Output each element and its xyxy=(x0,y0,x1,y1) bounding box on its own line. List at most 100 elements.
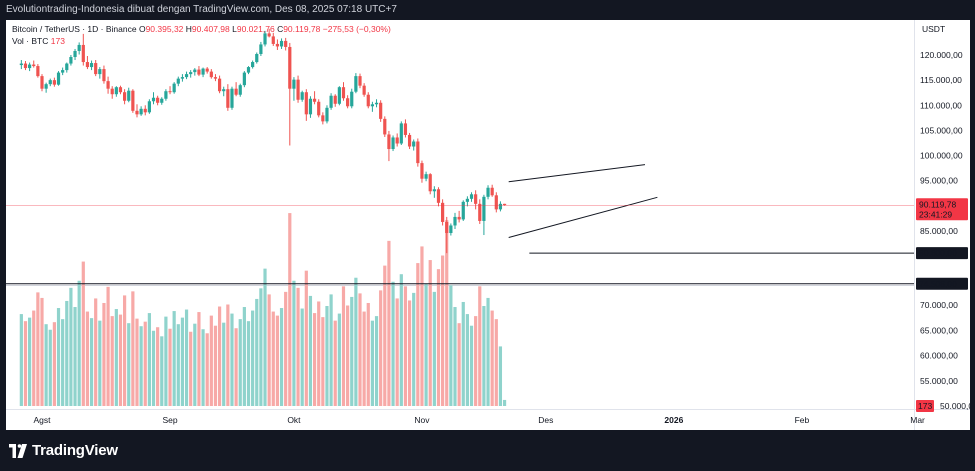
candle-body xyxy=(279,40,284,47)
volume-bar xyxy=(164,316,168,406)
candle-body xyxy=(65,63,69,71)
candle-body xyxy=(213,77,218,79)
volume-bar xyxy=(391,281,395,406)
volume-bar xyxy=(98,320,102,406)
volume-bar xyxy=(279,308,284,406)
candle-body xyxy=(420,163,424,179)
chart-panel[interactable]: USDT 120.000,00 115.000,00 110.000,00 105.00… xyxy=(6,20,970,430)
candle-body xyxy=(445,221,449,234)
candle-body xyxy=(441,202,445,222)
volume-bar xyxy=(486,297,490,406)
time-tick-label: Sep xyxy=(162,415,177,425)
volume-bar xyxy=(321,317,325,406)
candle-body xyxy=(89,63,94,68)
level-label-background xyxy=(916,247,968,260)
candle-body xyxy=(69,57,73,64)
volume-bar xyxy=(251,310,255,406)
volume-bar xyxy=(123,295,127,406)
volume-bar xyxy=(333,320,337,406)
candle-body xyxy=(94,63,98,75)
volume-bar xyxy=(453,307,457,406)
volume-bar xyxy=(354,277,358,406)
volume-bar xyxy=(346,305,350,406)
ohlc-legend: Bitcoin / TetherUS · 1D · Binance O90.39… xyxy=(12,24,391,34)
volume-bar xyxy=(156,327,160,406)
candle-body xyxy=(217,78,222,92)
candle-body xyxy=(288,46,292,89)
volume-bar xyxy=(358,293,362,406)
candle-body xyxy=(102,69,106,82)
footer: TradingView xyxy=(0,430,975,471)
chart-canvas[interactable]: USDT 120.000,00 115.000,00 110.000,00 105.00… xyxy=(6,20,970,430)
candle-body xyxy=(226,89,230,108)
candle-body xyxy=(312,98,317,102)
volume-bar xyxy=(300,308,304,406)
time-tick-label: Nov xyxy=(414,415,430,425)
candle-body xyxy=(457,216,461,220)
volume-bar xyxy=(267,294,271,406)
volume-bar xyxy=(399,274,403,406)
candle-body xyxy=(77,44,81,51)
channel-line-upper xyxy=(508,164,646,183)
candle-body xyxy=(36,66,40,77)
candle-body xyxy=(172,83,176,93)
volume-bar xyxy=(44,324,48,406)
candle-body xyxy=(193,69,197,73)
candle-body xyxy=(403,123,408,135)
countdown-label: 23:41:29 xyxy=(919,209,952,219)
volume-bar xyxy=(197,312,201,406)
candle-body xyxy=(118,87,123,93)
volume-last-label: 173 xyxy=(918,401,932,411)
price-tick-label: 120.000,00 xyxy=(920,50,963,60)
volume-bar xyxy=(160,336,164,406)
candle-body xyxy=(436,189,441,203)
volume-bar xyxy=(234,328,238,406)
candle-body xyxy=(321,115,325,122)
volume-bar xyxy=(48,329,52,406)
candle-body xyxy=(325,107,329,122)
price-tick-label: 95.000,00 xyxy=(920,176,958,186)
price-tick-label: 100.000,00 xyxy=(920,151,963,161)
candle-body xyxy=(143,108,147,113)
volume-bar xyxy=(180,317,185,406)
volume-bar xyxy=(403,286,408,406)
volume-bar xyxy=(139,326,143,406)
volume-bar xyxy=(465,314,469,406)
volume-bar xyxy=(490,310,494,406)
price-tick-label: 110.000,00 xyxy=(920,100,962,110)
last-price-label: 90.119,78 xyxy=(919,199,956,209)
candle-body xyxy=(135,110,139,115)
price-axis-background xyxy=(914,20,970,430)
channel-line-lower xyxy=(508,196,658,239)
volume-bar xyxy=(110,316,114,406)
candle-body xyxy=(114,87,118,95)
time-tick-label: Feb xyxy=(795,415,810,425)
volume-bar xyxy=(40,297,44,406)
candle-body xyxy=(453,216,457,226)
candle-body xyxy=(52,80,56,85)
last-price-label-background xyxy=(916,198,968,221)
volume-bar xyxy=(238,319,242,406)
volume-bar xyxy=(65,300,69,406)
candle-body xyxy=(242,72,246,86)
candle-body xyxy=(362,85,366,95)
candle-body xyxy=(292,79,296,89)
candle-body xyxy=(346,98,350,107)
candle-body xyxy=(85,62,90,68)
volume-bar xyxy=(461,301,465,406)
candle-body xyxy=(176,78,180,84)
candle-body xyxy=(209,71,213,78)
candle-body xyxy=(205,68,209,72)
candle-body xyxy=(230,88,234,108)
candle-body xyxy=(490,187,494,196)
candle-body xyxy=(28,64,32,69)
volume-value: 173 xyxy=(50,36,65,46)
volume-bar xyxy=(416,263,420,406)
candle-body xyxy=(354,76,358,92)
level-label: 74.508,00 xyxy=(919,279,957,289)
volume-bar xyxy=(374,316,379,406)
symbol-label: Bitcoin / TetherUS · 1D · Binance xyxy=(12,24,137,34)
volume-bar xyxy=(176,324,180,406)
candle-body xyxy=(502,203,507,206)
volume-bar xyxy=(172,311,176,406)
